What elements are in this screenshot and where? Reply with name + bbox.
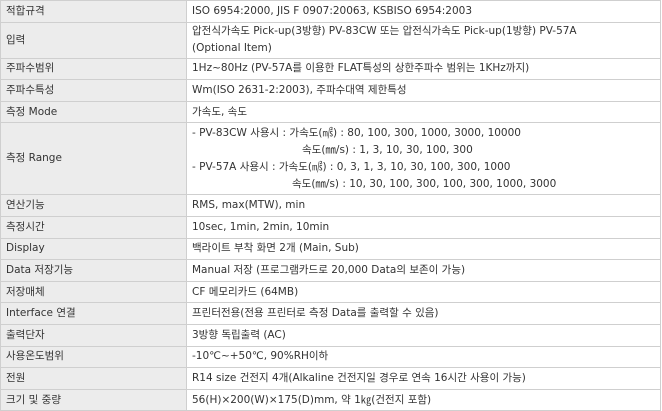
spec-value: 1Hz~80Hz (PV-57A를 이용한 FLAT특성의 상한주파수 범위는 … [186,57,661,81]
spec-line: CF 메모리카드 (64MB) [192,285,299,298]
spec-label: Interface 연결 [0,302,187,325]
spec-line: ISO 6954:2000, JIS F 0907:20063, KSBISO … [192,4,473,17]
spec-line: R14 size 건전지 4개(Alkaline 건전지일 경우로 연속 16시… [192,371,526,384]
spec-row: 주파수특성 Wm(ISO 2631-2:2003), 주파수대역 제한특성 [0,79,661,102]
spec-value: 3방향 독립출력 (AC) [186,323,661,347]
spec-value: ISO 6954:2000, JIS F 0907:20063, KSBISO … [186,0,661,23]
spec-row: 연산기능 RMS, max(MTW), min [0,194,661,217]
spec-line: - PV-83CW 사용시 : 가속도(㎨) : 80, 100, 300, 1… [192,126,521,139]
spec-value: 10sec, 1min, 2min, 10min [186,215,661,239]
spec-label: 측정시간 [0,215,187,239]
spec-line: (Optional Item) [192,42,272,55]
spec-label: 저장매체 [0,280,187,304]
spec-row: 전원 R14 size 건전지 4개(Alkaline 건전지일 경우로 연속 1… [0,367,661,390]
spec-line: 압전식가속도 Pick-up(3방향) PV-83CW 또는 압전식가속도 Pi… [192,25,577,38]
spec-line: Wm(ISO 2631-2:2003), 주파수대역 제한특성 [192,83,407,96]
spec-line: 1Hz~80Hz (PV-57A를 이용한 FLAT특성의 상한주파수 범위는 … [192,62,530,75]
spec-line: 프린터전용(전용 프린터로 측정 Data를 출력할 수 있음) [192,307,439,320]
spec-line: 가속도, 속도 [192,105,247,118]
spec-value: 56(H)×200(W)×175(D)mm, 약 1㎏(건전지 포함) [186,388,661,411]
spec-value: - PV-83CW 사용시 : 가속도(㎨) : 80, 100, 300, 1… [186,122,661,196]
spec-label: 출력단자 [0,323,187,347]
spec-value: 가속도, 속도 [186,100,661,124]
spec-row: Interface 연결 프린터전용(전용 프린터로 측정 Data를 출력할 수… [0,302,661,325]
spec-value: Wm(ISO 2631-2:2003), 주파수대역 제한특성 [186,79,661,102]
spec-value: 압전식가속도 Pick-up(3방향) PV-83CW 또는 압전식가속도 Pi… [186,21,661,59]
spec-row: 측정 Mode 가속도, 속도 [0,100,661,124]
spec-line: 10sec, 1min, 2min, 10min [192,220,330,233]
spec-line: -10℃~+50℃, 90%RH이하 [192,350,329,363]
spec-line: 3방향 독립출력 (AC) [192,328,286,341]
spec-row: Display 백라이트 부착 화면 2개 (Main, Sub) [0,237,661,261]
spec-label: 사용온도범위 [0,345,187,369]
spec-label: 적합규격 [0,0,187,23]
spec-row: 적합규격 ISO 6954:2000, JIS F 0907:20063, KSB… [0,0,661,23]
spec-row: 측정시간 10sec, 1min, 2min, 10min [0,215,661,239]
spec-row: 주파수범위 1Hz~80Hz (PV-57A를 이용한 FLAT특성의 상한주파수… [0,57,661,81]
spec-label: 전원 [0,367,187,390]
spec-label: 입력 [0,21,187,59]
spec-label: 크기 및 중량 [0,388,187,411]
spec-line: 56(H)×200(W)×175(D)mm, 약 1㎏(건전지 포함) [192,393,432,406]
spec-row: 저장매체 CF 메모리카드 (64MB) [0,280,661,304]
spec-row: 출력단자 3방향 독립출력 (AC) [0,323,661,347]
spec-label: 주파수특성 [0,79,187,102]
spec-row: 입력 압전식가속도 Pick-up(3방향) PV-83CW 또는 압전식가속도 … [0,21,661,59]
spec-label: 연산기능 [0,194,187,217]
spec-value: -10℃~+50℃, 90%RH이하 [186,345,661,369]
spec-line: 백라이트 부착 화면 2개 (Main, Sub) [192,242,359,255]
spec-label: 측정 Range [0,122,187,196]
spec-label: 측정 Mode [0,100,187,124]
spec-value: CF 메모리카드 (64MB) [186,280,661,304]
spec-label: 주파수범위 [0,57,187,81]
spec-value: 프린터전용(전용 프린터로 측정 Data를 출력할 수 있음) [186,302,661,325]
spec-line: 속도(㎜/s) : 10, 30, 100, 300, 100, 300, 10… [292,177,557,190]
spec-row: 측정 Range - PV-83CW 사용시 : 가속도(㎨) : 80, 100… [0,122,661,196]
spec-line: - PV-57A 사용시 : 가속도(㎨) : 0, 3, 1, 3, 10, … [192,160,511,173]
spec-line: Manual 저장 (프로그램카드로 20,000 Data의 보존이 가능) [192,263,466,276]
spec-label: Data 저장기능 [0,259,187,282]
spec-label: Display [0,237,187,261]
spec-row: 크기 및 중량 56(H)×200(W)×175(D)mm, 약 1㎏(건전지 포… [0,388,661,411]
spec-value: 백라이트 부착 화면 2개 (Main, Sub) [186,237,661,261]
spec-value: RMS, max(MTW), min [186,194,661,217]
spec-line: 속도(㎜/s) : 1, 3, 10, 30, 100, 300 [302,143,473,156]
spec-row: Data 저장기능 Manual 저장 (프로그램카드로 20,000 Data의… [0,259,661,282]
spec-row: 사용온도범위 -10℃~+50℃, 90%RH이하 [0,345,661,369]
spec-line: RMS, max(MTW), min [192,199,306,212]
spec-value: R14 size 건전지 4개(Alkaline 건전지일 경우로 연속 16시… [186,367,661,390]
spec-value: Manual 저장 (프로그램카드로 20,000 Data의 보존이 가능) [186,259,661,282]
